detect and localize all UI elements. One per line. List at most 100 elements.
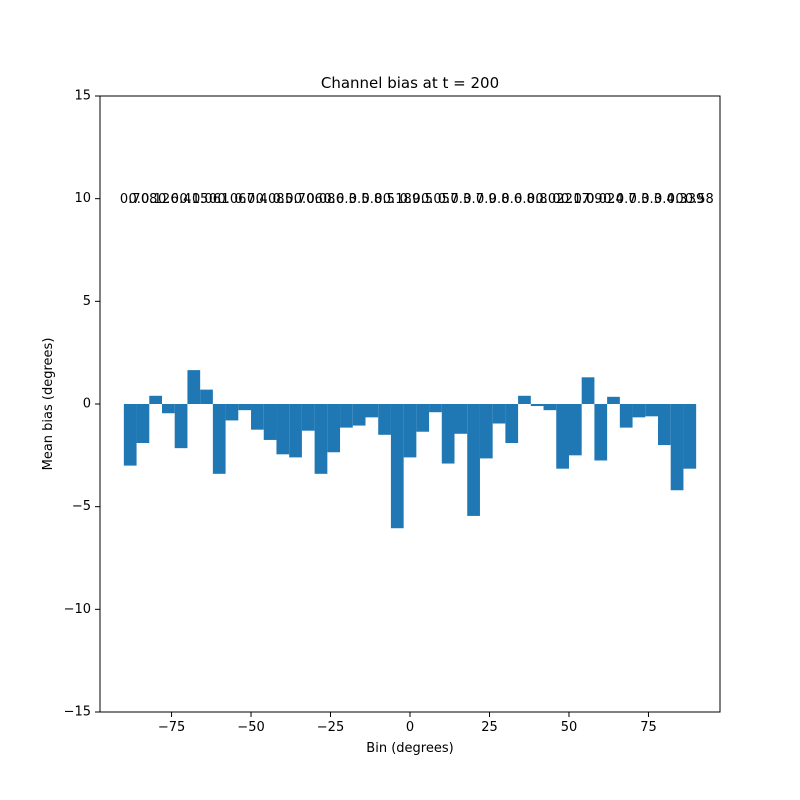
x-axis: −75 −50 −25 0 25 50 75 <box>158 712 657 735</box>
bar <box>225 404 239 421</box>
bar <box>543 404 557 411</box>
x-tick-label: −50 <box>237 720 264 735</box>
bar-value-label: 0.8 <box>362 192 383 207</box>
bar-value-label: 0.02 <box>586 192 615 207</box>
x-tick-label: 25 <box>481 720 498 735</box>
bar <box>670 404 684 491</box>
bar-value-label: 0.5 <box>374 192 395 207</box>
bar <box>683 404 697 469</box>
bar <box>263 404 277 440</box>
bar-value-label: 0.08 <box>256 192 285 207</box>
bar-value-label: 0.1 <box>209 192 230 207</box>
bar <box>416 404 430 432</box>
bar-value-label: 0.9 <box>476 192 497 207</box>
bar <box>174 404 188 449</box>
bar-value-label: 0.3 <box>667 192 688 207</box>
bar-value-label: 0.06 <box>192 192 221 207</box>
y-tick-label: 0 <box>83 397 91 412</box>
bar <box>568 404 582 456</box>
bar-value-label: 0.3 <box>629 192 650 207</box>
bar <box>162 404 175 414</box>
bar <box>187 370 201 404</box>
bar <box>289 404 302 458</box>
bar <box>607 396 620 404</box>
bar-value-label: 0.3 <box>451 192 472 207</box>
bar <box>467 404 480 516</box>
bar-value-label: 0.4 <box>247 192 268 207</box>
bar <box>505 404 519 444</box>
bar <box>136 404 150 444</box>
x-tick-label: 75 <box>640 720 657 735</box>
x-tick-label: 50 <box>561 720 578 735</box>
bar-value-label: 0.9 <box>400 192 421 207</box>
bar-value-label: 0.15 <box>179 192 208 207</box>
bar <box>251 404 264 430</box>
x-tick-label: 0 <box>406 720 414 735</box>
bar <box>619 404 633 428</box>
y-tick-label: −5 <box>72 499 91 514</box>
x-axis-label: Bin (degrees) <box>366 741 453 756</box>
bar <box>658 404 671 446</box>
bar-value-label: 0.7 <box>463 192 484 207</box>
bar-value-label: 0.7 <box>285 192 306 207</box>
bar <box>518 395 531 404</box>
bar-value-label: 0.2 <box>552 192 573 207</box>
bar-value-label: 0.6 <box>323 192 344 207</box>
bar-value-label: 0.12 <box>141 192 170 207</box>
y-tick-label: −10 <box>64 602 91 617</box>
x-tick-label: −75 <box>158 720 185 735</box>
bar <box>123 404 137 466</box>
bar <box>441 404 455 464</box>
bar-value-label: 0.4 <box>654 192 675 207</box>
bar-value-label: 0.39 <box>675 192 704 207</box>
bar-value-label: 0.06 <box>294 192 323 207</box>
bar-value-label: 0.4 <box>171 192 192 207</box>
bar-value-label: 0.5 <box>272 192 293 207</box>
bar-value-label: 0.7 <box>234 192 255 207</box>
bar <box>390 404 404 529</box>
bar <box>429 404 442 413</box>
y-tick-label: 15 <box>74 89 91 104</box>
bar <box>301 404 315 431</box>
bar <box>149 395 162 404</box>
bar <box>352 404 366 426</box>
bar <box>314 404 328 474</box>
bars-group <box>123 370 697 529</box>
bar <box>365 404 379 418</box>
bar-value-label: 0.05 <box>421 192 450 207</box>
bar <box>200 389 213 404</box>
y-axis-label: Mean bias (degrees) <box>41 338 56 471</box>
y-tick-label: −15 <box>64 705 91 720</box>
bar <box>632 404 646 418</box>
bar <box>276 404 290 455</box>
bar-value-label: 0.02 <box>535 192 564 207</box>
chart-title: Channel bias at t = 200 <box>321 74 499 92</box>
bar-value-label: 0.8 <box>514 192 535 207</box>
bar-value-label: 0.5 <box>412 192 433 207</box>
bar <box>403 404 417 458</box>
y-tick-label: 10 <box>74 191 91 206</box>
y-tick-label: 5 <box>83 294 91 309</box>
bar-value-label: 0.08 <box>128 192 157 207</box>
bar-value-label: 0.4 <box>603 192 624 207</box>
bar-value-label: 0.18 <box>383 192 412 207</box>
y-axis: −15 −10 −5 0 5 10 15 <box>64 89 100 720</box>
bar-value-label: 0.6 <box>158 192 179 207</box>
bar <box>645 404 658 417</box>
bar <box>340 404 353 428</box>
bar <box>327 404 341 453</box>
bar-value-label: 0.8 <box>527 192 548 207</box>
bar <box>492 404 506 424</box>
bar-value-label: 0.08 <box>306 192 335 207</box>
bar <box>479 404 493 459</box>
bar-value-label: 0.5 <box>349 192 370 207</box>
bar-value-label: 0.7 <box>616 192 637 207</box>
bar <box>530 404 544 407</box>
x-tick-label: −25 <box>317 720 344 735</box>
bar-value-label: 0.8 <box>489 192 510 207</box>
bar-value-label: 0.6 <box>501 192 522 207</box>
bar <box>594 404 608 461</box>
bar <box>454 404 468 434</box>
